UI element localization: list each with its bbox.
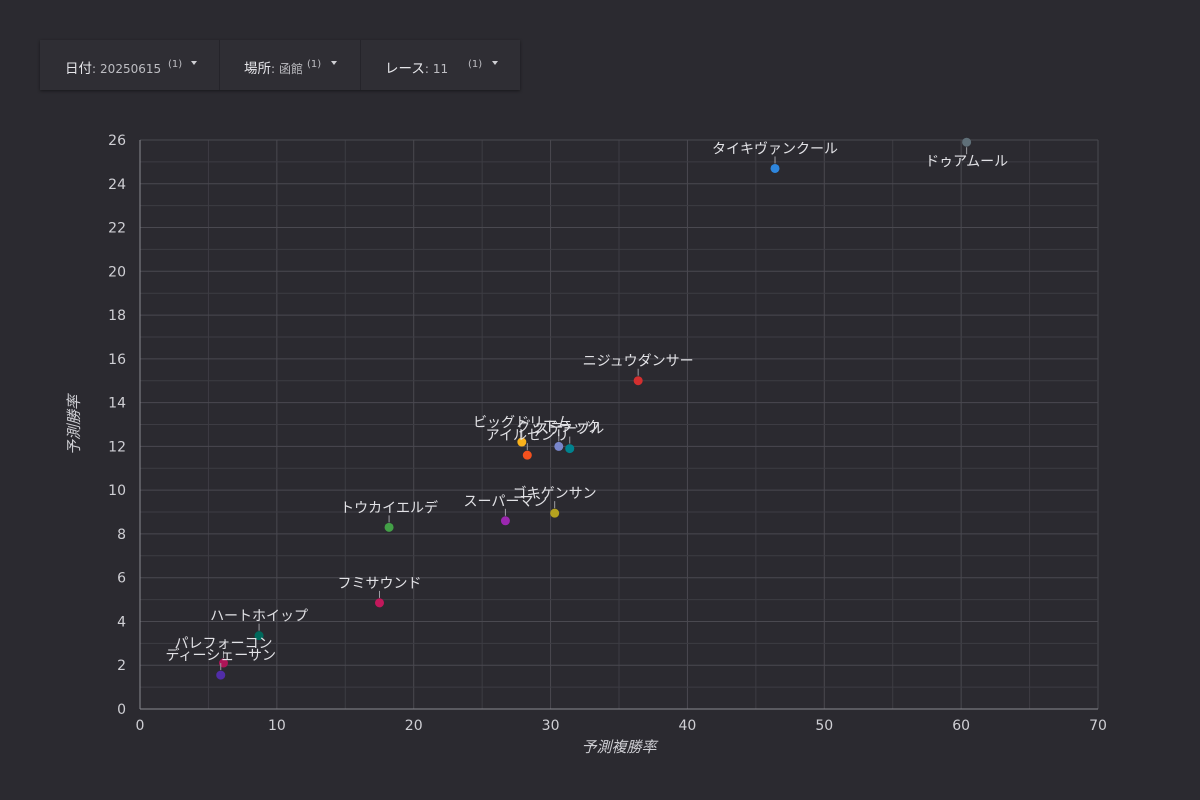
data-point-group[interactable]: ビッグドリーム [473,415,571,447]
scatter-point[interactable] [500,516,510,526]
data-point-group[interactable]: アイルセンリ [486,428,569,460]
point-label: フミサウンド [338,576,422,592]
y-tick-label: 4 [117,614,126,630]
data-point-group[interactable]: ステーブル [535,421,604,454]
point-label: ハートホイップ [210,609,308,625]
scatter-point[interactable] [633,376,643,386]
data-point-group[interactable]: グッドラック [517,419,601,451]
point-label: パレフォーコン [174,636,272,652]
race-filter-count: (1) [468,59,483,70]
chevron-down-icon [191,61,197,65]
x-tick-label: 0 [136,718,145,734]
y-tick-label: 16 [108,352,126,368]
data-point-group[interactable]: ゴキゲンサン [513,485,597,518]
point-label: ビッグドリーム [473,415,571,431]
venue-filter-count: (1) [307,59,322,70]
scatter-point[interactable] [517,437,527,447]
point-label: アイルセンリ [486,428,569,444]
x-tick-label: 10 [268,718,286,734]
x-tick-label: 40 [679,718,697,734]
scatter-point[interactable] [565,444,575,454]
point-label: ゴキゲンサン [513,485,597,502]
data-point-group[interactable]: フミサウンド [338,576,422,608]
y-tick-label: 10 [108,483,126,499]
y-tick-label: 6 [117,571,126,587]
x-tick-label: 70 [1089,718,1107,734]
y-tick-label: 0 [117,702,126,718]
venue-filter-label: 場所 [244,61,271,77]
chevron-down-icon [492,61,498,65]
data-point-group[interactable]: ドゥアムール [925,137,1008,171]
data-point-group[interactable]: トウカイエルデ [340,499,438,532]
venue-filter-value: 函館 [279,62,304,76]
scatter-point[interactable] [550,508,560,518]
y-tick-label: 22 [108,221,126,237]
point-label: グッドラック [517,419,601,435]
y-tick-label: 24 [108,177,126,193]
date-filter-count: (1) [168,59,183,70]
data-point-group[interactable]: タイキヴァンクール [712,140,838,173]
y-tick-label: 8 [117,527,126,543]
y-tick-label: 26 [108,133,126,149]
date-filter-label: 日付 [65,61,92,77]
race-filter[interactable]: レース: 11 (1) [361,40,520,90]
filter-bar: 日付: 20250615 (1) 場所: 函館 (1) レース: 11 (1) [40,40,520,90]
y-tick-label: 14 [108,396,126,412]
scatter-point[interactable] [216,670,226,680]
data-point-group[interactable]: ハートホイップ [210,609,308,641]
x-tick-label: 50 [815,718,833,734]
race-filter-value: 11 [432,62,449,76]
scatter-point[interactable] [254,631,264,641]
y-tick-label: 18 [108,308,126,324]
data-points: ドゥアムール タイキヴァンクールニジュウダンサービッグドリームグッドラックステーブ… [166,137,1008,680]
x-axis-label: 予測複勝率 [581,738,658,756]
scatter-point[interactable] [375,598,384,608]
data-point-group[interactable]: ニジュウダンサー [583,354,694,386]
point-label: ディーシェーサン [166,647,276,664]
scatter-point[interactable] [522,450,532,460]
point-label: トウカイエルデ [340,499,438,516]
x-tick-label: 60 [952,718,970,734]
scatter-point[interactable] [770,163,780,173]
data-point-group[interactable]: スーパーマン [463,494,547,526]
point-label: ニジュウダンサー [583,354,694,370]
point-label: タイキヴァンクール [712,140,838,157]
chevron-down-icon [331,61,337,65]
y-tick-label: 20 [108,264,126,280]
scatter-point[interactable] [962,137,972,147]
point-label: ステーブル [535,421,604,438]
scatter-point[interactable] [384,522,394,532]
x-tick-label: 30 [542,718,560,734]
x-tick-label: 20 [405,718,423,734]
venue-filter[interactable]: 場所: 函館 (1) [220,40,361,90]
date-filter-value: 20250615 [100,62,162,76]
point-label: スーパーマン [463,494,547,510]
y-tick-label: 12 [108,439,126,455]
data-point-group[interactable]: ディーシェーサン [166,647,276,680]
point-label: ドゥアムール [925,154,1008,170]
y-tick-label: 2 [117,658,126,674]
y-axis-label: 予測勝率 [65,393,83,455]
race-filter-label: レース [385,61,425,77]
scatter-point[interactable] [554,441,564,451]
date-filter[interactable]: 日付: 20250615 (1) [40,40,220,90]
